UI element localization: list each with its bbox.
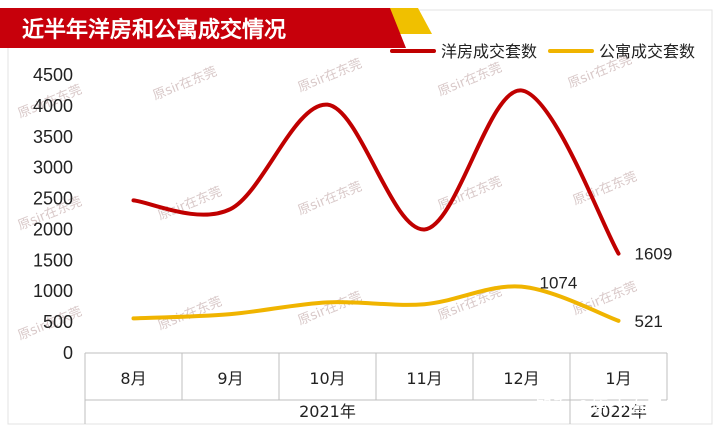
- series-line-0: [131, 88, 621, 256]
- watermark-text: 原sir在东莞: [571, 279, 639, 318]
- watermark-text: 原sir在东莞: [296, 289, 364, 328]
- watermark-layer: 原sir在东莞 原sir在东莞 原sir在东莞 原sir在东莞 原sir在东莞原sir在…: [16, 52, 639, 343]
- x-tick-label: 1月: [605, 369, 631, 388]
- y-tick-label: 3500: [33, 127, 73, 147]
- data-label: 1609: [635, 245, 673, 264]
- watermark-text: 原sir在东莞: [296, 56, 364, 95]
- y-tick-label: 1000: [33, 281, 73, 301]
- watermark-text: 原sir在东莞: [436, 60, 504, 99]
- y-tick-label: 2000: [33, 219, 73, 239]
- x-tick-label: 9月: [217, 369, 243, 388]
- series-line-1: [131, 284, 621, 323]
- data-label: 521: [635, 312, 663, 331]
- title-banner: 近半年洋房和公寓成交情况: [0, 8, 432, 48]
- y-tick-label: 3000: [33, 158, 73, 178]
- chart-title: 近半年洋房和公寓成交情况: [22, 17, 286, 43]
- data-label: 1074: [540, 274, 578, 293]
- x-tick-label: 12月: [503, 369, 539, 388]
- y-tick-label: 0: [63, 343, 73, 363]
- watermark-text: 原sir在东莞: [151, 64, 219, 103]
- y-tick-label: 500: [43, 312, 73, 332]
- x-group-label: 2022年: [590, 402, 647, 421]
- legend-label: 公寓成交套数: [599, 42, 695, 61]
- watermark-text: 原sir在东莞: [156, 184, 224, 223]
- x-tick-label: 10月: [309, 369, 345, 388]
- legend: 洋房成交套数 公寓成交套数: [390, 42, 695, 61]
- x-tick-label: 11月: [406, 369, 442, 388]
- y-tick-label: 4000: [33, 96, 73, 116]
- legend-label: 洋房成交套数: [441, 42, 537, 61]
- data-labels: 1609 1074 521: [540, 245, 673, 331]
- watermark-text: 原sir在东莞: [296, 179, 364, 218]
- banner-background: [0, 8, 406, 48]
- y-tick-label: 4500: [33, 65, 73, 85]
- y-tick-label: 2500: [33, 189, 73, 209]
- x-group-label: 2021年: [299, 402, 356, 421]
- axes: 0 500 1000 1500 2000 2500 3000 3500 4000 4500 8月 9月…: [33, 65, 668, 424]
- x-tick-label: 8月: [120, 369, 146, 388]
- footer-watermark: 知乎 @原sir看房: [535, 397, 663, 417]
- y-tick-label: 1500: [33, 250, 73, 270]
- series-layer: [131, 88, 621, 323]
